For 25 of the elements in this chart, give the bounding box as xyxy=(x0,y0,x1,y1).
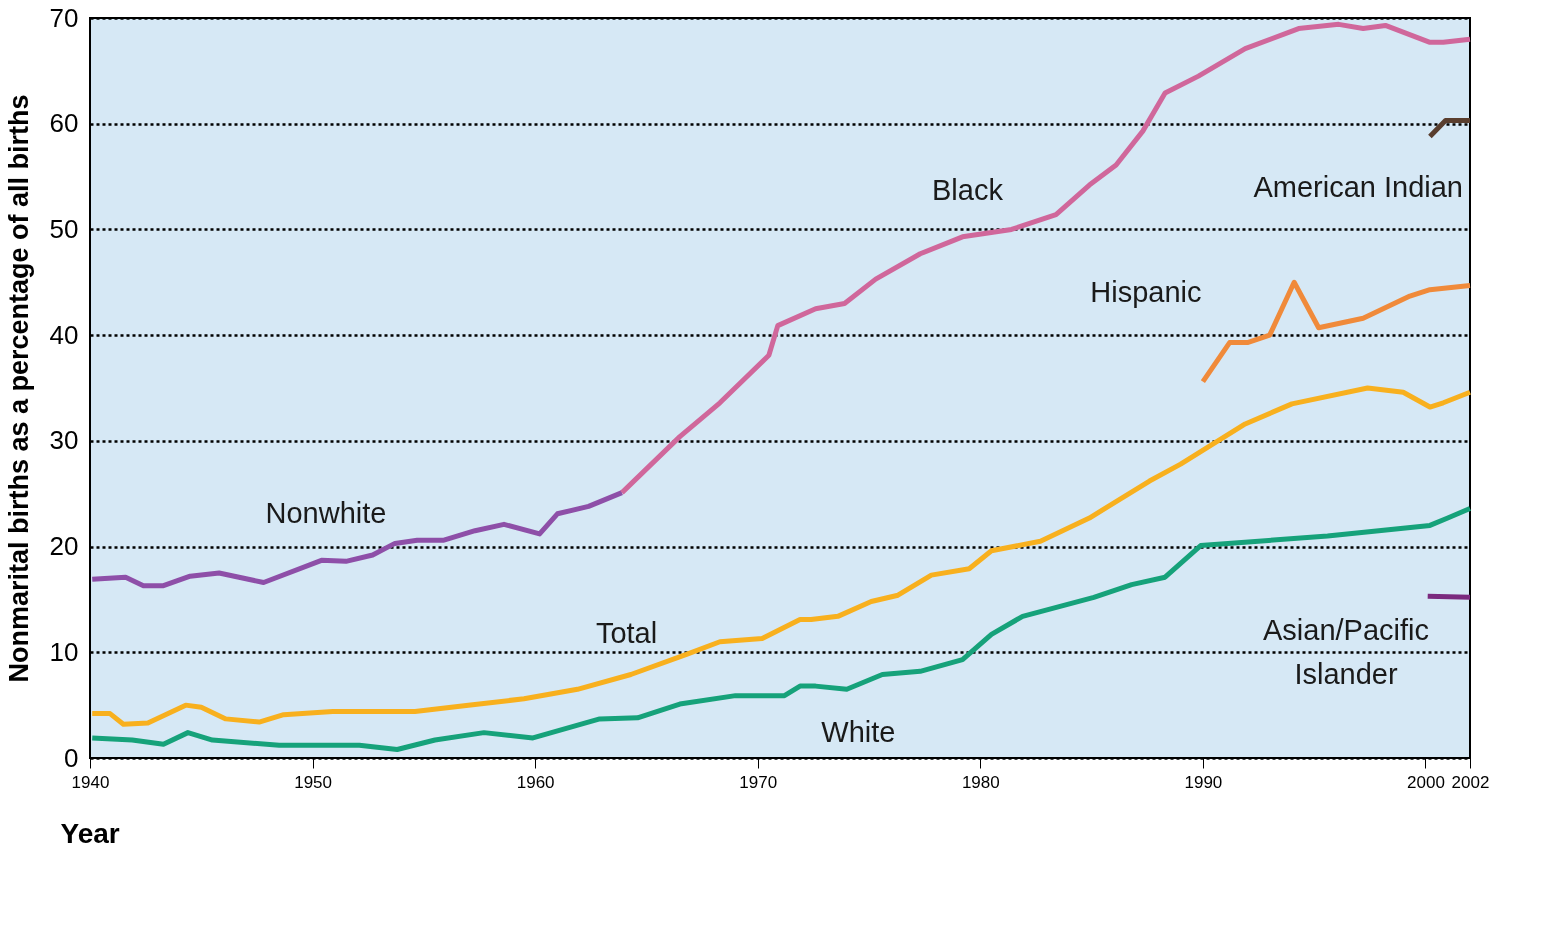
x-tick-label: 2000 xyxy=(1407,772,1445,792)
series-label: White xyxy=(821,716,896,749)
series-label: Hispanic xyxy=(1090,275,1202,308)
y-tick-label: 0 xyxy=(64,742,79,773)
y-tick-label: 60 xyxy=(49,108,79,139)
y-axis-title: Nonmarital births as a percentage of all births xyxy=(3,94,34,683)
x-tick-label: 2002 xyxy=(1451,772,1490,792)
x-axis-title: Year xyxy=(60,817,120,849)
y-tick-label: 20 xyxy=(49,531,79,562)
y-tick-label: 70 xyxy=(49,2,79,33)
x-tick-label: 1970 xyxy=(739,772,778,792)
y-tick-label: 50 xyxy=(49,213,79,244)
x-tick-label: 1990 xyxy=(1184,772,1223,792)
x-tick-label: 1980 xyxy=(961,772,1000,792)
series-label: American Indian xyxy=(1253,170,1463,203)
y-tick-label: 10 xyxy=(49,636,79,667)
series-label: Asian/Pacific Islander xyxy=(1262,614,1430,691)
y-tick-label: 30 xyxy=(49,425,79,456)
y-tick-label: 40 xyxy=(49,319,79,350)
x-tick-label: 1960 xyxy=(516,772,555,792)
series-label: Total xyxy=(595,617,658,650)
series-label: Nonwhite xyxy=(265,497,387,530)
x-tick-label: 1950 xyxy=(294,772,332,792)
series-label: Black xyxy=(932,174,1004,207)
x-tick-label: 1940 xyxy=(71,772,110,792)
